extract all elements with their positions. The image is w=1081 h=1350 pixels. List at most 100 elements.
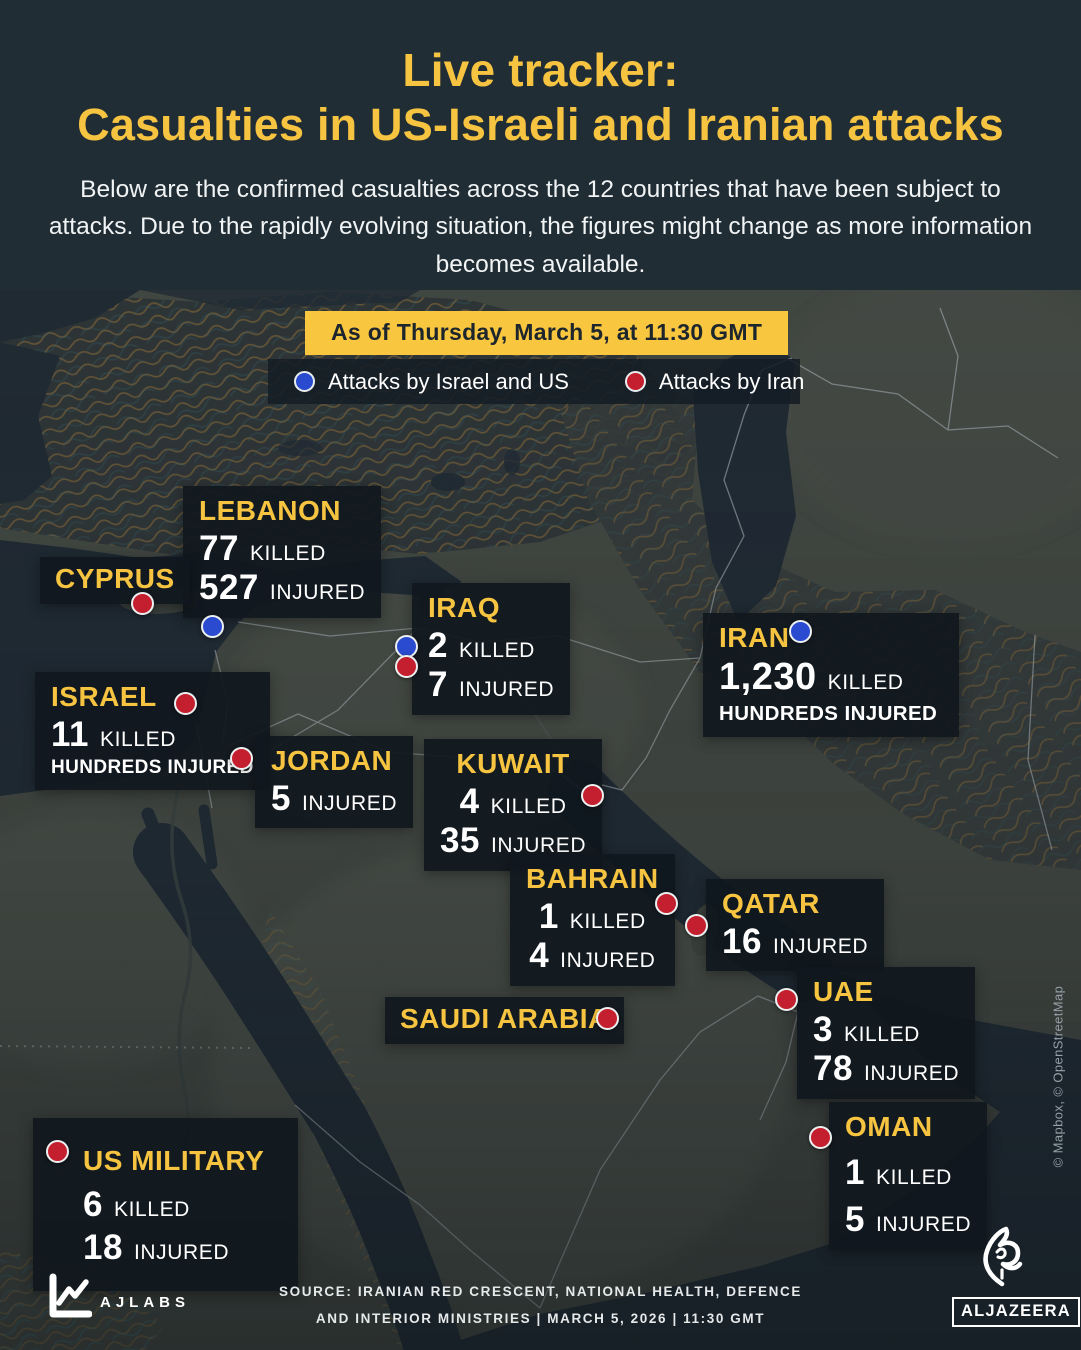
label-iran: IRAN 1,230 KILLED HUNDREDS INJURED — [703, 613, 960, 737]
source-line2: AND INTERIOR MINISTRIES | MARCH 5, 2026 … — [315, 1311, 766, 1326]
country-name: CYPRUS — [55, 563, 175, 594]
label-uae: UAE 3 KILLED 78 INJURED — [797, 967, 976, 1100]
stat-label: KILLED — [843, 1022, 920, 1046]
label-cyprus: CYPRUS — [40, 557, 190, 604]
marker-qatar — [685, 914, 708, 937]
aljazeera-logo: ALJAZEERA — [952, 1226, 1080, 1327]
label-bahrain: BAHRAIN 1 KILLED 4 INJURED — [510, 854, 675, 987]
stat-label: INJURED — [875, 1213, 972, 1237]
page-title: Live tracker: Casualties in US-Israeli a… — [0, 42, 1081, 153]
label-iraq: IRAQ 2 KILLED 7 INJURED — [412, 583, 571, 716]
country-name: US MILITARY — [83, 1145, 265, 1176]
label-kuwait: KUWAIT 4 KILLED 35 INJURED — [424, 739, 603, 872]
stat-value: 5 — [845, 1200, 865, 1240]
country-name: OMAN — [845, 1111, 933, 1142]
marker-iraq-iran — [395, 655, 418, 678]
stat-value: 4 — [529, 936, 550, 976]
stat-label: INJURED — [490, 834, 587, 858]
stat-label: KILLED — [249, 541, 326, 565]
stat-label: KILLED — [113, 1197, 190, 1221]
stat-value: 5 — [271, 778, 291, 818]
stat-value: 3 — [813, 1009, 833, 1049]
aljazeera-label: ALJAZEERA — [952, 1297, 1080, 1327]
marker-saudi-arabia — [596, 1007, 619, 1030]
marker-uae — [775, 988, 798, 1011]
marker-iran — [789, 620, 812, 643]
stat-value: 78 — [813, 1049, 853, 1089]
stat-label: INJURED — [560, 949, 656, 973]
stat-value: 1 — [845, 1152, 865, 1192]
legend-item-israel-us: Attacks by Israel and US — [294, 369, 569, 395]
stat-label: INJURED — [133, 1241, 230, 1265]
label-qatar: QATAR 16 INJURED — [706, 879, 885, 972]
ajlabs-label: AJLABS — [100, 1294, 191, 1311]
marker-israel — [174, 692, 197, 715]
legend-label-israel-us: Attacks by Israel and US — [328, 368, 569, 394]
stat-value: 77 — [199, 528, 239, 568]
stat-value: 11 — [51, 714, 89, 754]
stat-label: INJURED — [863, 1062, 960, 1086]
country-name: SAUDI ARABIA — [400, 1003, 609, 1034]
ajlabs-logo: AJLABS — [46, 1272, 190, 1320]
stat-value: 18 — [83, 1228, 123, 1268]
source-line1: SOURCE: IRANIAN RED CRESCENT, NATIONAL H… — [279, 1284, 802, 1299]
label-lebanon: LEBANON 77 KILLED 527 INJURED — [183, 486, 382, 619]
stat-value: 1 — [538, 896, 559, 936]
stat-value: 527 — [199, 568, 259, 608]
stat-label: KILLED — [458, 638, 535, 662]
legend: Attacks by Israel and US Attacks by Iran — [268, 359, 804, 404]
stat-value: 16 — [722, 921, 762, 961]
stat-note: HUNDREDS INJURED — [51, 757, 254, 779]
label-saudi-arabia: SAUDI ARABIA — [385, 997, 624, 1044]
marker-lebanon — [201, 615, 224, 638]
stat-value: 2 — [428, 625, 448, 665]
blue-dot-icon — [294, 371, 315, 392]
country-name: IRAQ — [428, 592, 500, 623]
label-us-military: US MILITARY 6 KILLED 18 INJURED — [33, 1118, 299, 1292]
marker-jordan — [230, 747, 253, 770]
marker-bahrain — [655, 892, 678, 915]
legend-item-iran: Attacks by Iran — [624, 368, 805, 395]
stat-label: INJURED — [269, 581, 366, 605]
title-line2: Casualties in US-Israeli and Iranian att… — [77, 99, 1004, 151]
stat-label: KILLED — [569, 909, 646, 933]
country-name: JORDAN — [271, 745, 393, 776]
country-name: LEBANON — [199, 495, 341, 526]
marker-oman — [809, 1126, 832, 1149]
timestamp-banner: As of Thursday, March 5, at 11:30 GMT — [305, 311, 789, 355]
ajlabs-chart-icon — [49, 1273, 92, 1318]
stat-note: HUNDREDS INJURED — [719, 701, 938, 725]
marker-us-military — [46, 1140, 69, 1163]
legend-label-iran: Attacks by Iran — [658, 368, 805, 394]
stat-label: INJURED — [301, 791, 398, 815]
marker-cyprus — [131, 592, 154, 615]
stat-value: 7 — [428, 665, 448, 705]
country-name: QATAR — [722, 888, 820, 919]
stat-label: INJURED — [772, 934, 869, 958]
stat-label: KILLED — [875, 1165, 952, 1189]
stat-value: 35 — [440, 821, 480, 861]
stat-label: KILLED — [827, 670, 904, 694]
country-name: IRAN — [719, 622, 790, 653]
subtitle: Below are the confirmed casualties acros… — [48, 176, 1033, 278]
country-name: KUWAIT — [456, 748, 570, 779]
label-jordan: JORDAN 5 INJURED — [255, 736, 414, 829]
stat-value: 6 — [83, 1184, 103, 1224]
map-attribution: © Mapbox, © OpenStreetMap — [1050, 985, 1066, 1168]
aljazeera-glyph-icon — [983, 1226, 1023, 1287]
stat-label: KILLED — [100, 727, 176, 751]
country-name: ISRAEL — [51, 681, 157, 712]
header: Live tracker: Casualties in US-Israeli a… — [0, 0, 1081, 283]
title-line1: Live tracker: — [402, 44, 679, 96]
label-israel: ISRAEL 11 KILLED HUNDREDS INJURED — [35, 672, 270, 791]
stat-label: KILLED — [490, 794, 567, 818]
country-name: UAE — [813, 976, 874, 1007]
red-dot-icon — [624, 371, 646, 392]
label-oman: OMAN 1 KILLED 5 INJURED — [829, 1102, 988, 1251]
marker-kuwait — [581, 784, 604, 807]
stat-value: 1,230 — [719, 655, 817, 698]
middle-east-map — [0, 290, 1081, 1350]
country-name: BAHRAIN — [526, 863, 659, 894]
source-note: SOURCE: IRANIAN RED CRESCENT, NATIONAL H… — [0, 1278, 1081, 1332]
